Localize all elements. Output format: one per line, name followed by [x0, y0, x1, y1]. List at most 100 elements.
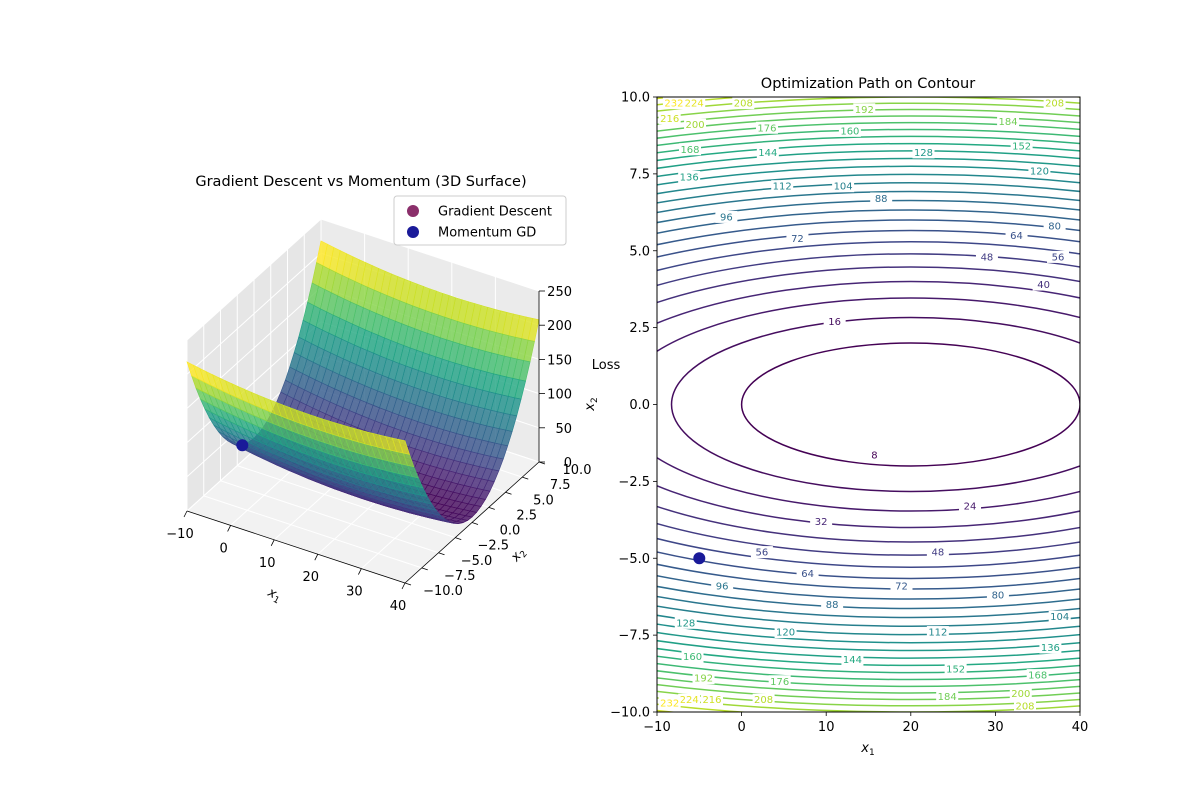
- contour-label-gap: [674, 616, 697, 629]
- contour-level-label: 104: [1050, 612, 1069, 623]
- surface-y-tick-label: −2.5: [477, 539, 509, 554]
- contour-level-label: 192: [694, 674, 713, 685]
- contour-level-label: 24: [964, 501, 977, 512]
- contour-level-label: 48: [981, 252, 994, 263]
- contour-line: [670, 316, 1080, 493]
- surface-gridline: [186, 252, 322, 375]
- contour-level-label: 104: [834, 182, 853, 193]
- contour-x-tick-label: 0: [737, 720, 745, 735]
- contour-level-label: 64: [1010, 231, 1023, 242]
- contour-level-label: 72: [895, 581, 908, 592]
- contour-level-label: 160: [683, 652, 702, 663]
- contour-label-gap: [662, 97, 685, 110]
- contour-label-gap: [774, 626, 797, 639]
- contour-label-gap: [997, 115, 1020, 128]
- contour-level-label: 120: [1030, 166, 1049, 177]
- surface-z-tick-label: 0: [564, 456, 572, 471]
- contour-level-label: 176: [770, 677, 789, 688]
- surface-x-tick-label: 30: [346, 585, 363, 600]
- surface-y-tick-label: 7.5: [550, 478, 571, 493]
- contour-label-gap: [841, 653, 864, 666]
- contour-level-label: 64: [801, 569, 814, 580]
- contour-label-gap: [678, 143, 701, 156]
- contour-label-gap: [912, 146, 935, 159]
- contour-label-gap: [756, 146, 779, 159]
- surface-y-tick-label: 10.0: [563, 463, 592, 478]
- surface-gridline: [237, 465, 456, 539]
- contour-label-gap: [750, 546, 773, 559]
- contour-label-gap: [823, 315, 846, 328]
- contour-level-label: 72: [791, 234, 804, 245]
- legend-label-momentum-gd: Momentum GD: [438, 226, 536, 241]
- surface-x-tick: [270, 539, 275, 546]
- contour-level-label: 224: [680, 695, 699, 706]
- contour-y-tick-label: 0.0: [629, 398, 650, 413]
- contour-line: [657, 135, 1080, 674]
- surface-x-tick-label: −10: [166, 527, 193, 542]
- surface-x-tick: [358, 568, 362, 575]
- contour-level-label: 176: [757, 123, 776, 134]
- contour-label-gap: [1043, 220, 1066, 233]
- contour-line: [657, 241, 1080, 568]
- contour-label-gap: [715, 210, 738, 223]
- contour-x-tick-label: 10: [818, 720, 835, 735]
- surface-y-tick-label: −5.0: [461, 554, 493, 569]
- contour-line: [657, 128, 1080, 681]
- contour-level-label: 168: [1028, 671, 1047, 682]
- surface-y-tick-label: −7.5: [444, 569, 476, 584]
- contour-level-label: 128: [676, 618, 695, 629]
- contour-label-gap: [975, 250, 998, 263]
- contour-line: [657, 102, 1080, 707]
- contour-label-gap: [1048, 610, 1071, 623]
- contour-level-label: 208: [754, 695, 773, 706]
- contour-label-gap: [796, 567, 819, 580]
- legend: Gradient Descent Momentum GD: [393, 195, 567, 246]
- contour-label-gap: [959, 499, 982, 512]
- contour-level-label: 136: [680, 172, 699, 183]
- contour-level-label: 16: [828, 317, 841, 328]
- contour-label-gap: [678, 693, 701, 706]
- contour-line: [657, 142, 1080, 667]
- surface-x-tick: [401, 582, 406, 590]
- surface-y-tick: [488, 506, 495, 510]
- surface-z-tick-label: 50: [555, 422, 572, 437]
- contour-level-label: 216: [660, 114, 679, 125]
- contour-line: [657, 199, 1080, 610]
- contour-label-gap: [1009, 687, 1032, 700]
- contour-level-label: 192: [855, 105, 874, 116]
- contour-level-label: 40: [1037, 280, 1050, 291]
- contour-panel: Optimization Path on Contour 8 16 24 32 40 48…: [610, 76, 1088, 758]
- contour-level-label: 96: [720, 212, 733, 223]
- contour-line: [657, 253, 1080, 556]
- contour-level-label: 112: [928, 628, 947, 639]
- surface-gridline: [220, 480, 439, 554]
- surface-gridline: [203, 495, 422, 569]
- surface-z-tick-label: 250: [547, 285, 572, 300]
- surface-y-tick: [471, 522, 479, 525]
- contour-level-labels: 8 16 24 32 40 48 48 56 56 64 64 72 72 80 80 88 88 96 96 104…: [658, 97, 1071, 712]
- surface-y-tick: [438, 552, 445, 556]
- surface-axes: −10 0 10 20 30 40 −10.0−7.5−5.0−2.50.02.55.07.…: [166, 285, 591, 614]
- surface-z-tick-label: 150: [547, 353, 572, 368]
- legend-entry-momentum-gd: Momentum GD: [407, 226, 536, 241]
- contour-ticks: −10 0 10 20 30 40 −10.0 −7.5 −5.0 −2.5 0.0 2.5 5.0 7.…: [610, 91, 1088, 736]
- surface-x-tick-label: 0: [219, 541, 227, 556]
- surface-y-tick-label: −10.0: [423, 584, 463, 599]
- contour-label-gap: [1039, 641, 1062, 654]
- surface-z-tick-label: 200: [547, 319, 572, 334]
- contour-x-tick-label: 40: [1072, 720, 1089, 735]
- contour-label-gap: [692, 672, 715, 685]
- contour-label-gap: [732, 97, 755, 110]
- contour-level-label: 56: [756, 548, 769, 559]
- surface-3d-panel: Gradient Descent vs Momentum (3D Surface…: [166, 174, 620, 614]
- contour-label-gap: [681, 650, 704, 663]
- contour-y-tick-label: 2.5: [629, 321, 650, 336]
- contour-level-label: 144: [758, 148, 777, 159]
- contour-level-label: 232: [664, 99, 683, 110]
- contour-line: [657, 297, 1080, 512]
- contour-level-label: 80: [992, 591, 1005, 602]
- contour-line: [657, 266, 1080, 543]
- surface-point-momentum-gd: [236, 439, 249, 452]
- contour-label-gap: [1043, 97, 1066, 110]
